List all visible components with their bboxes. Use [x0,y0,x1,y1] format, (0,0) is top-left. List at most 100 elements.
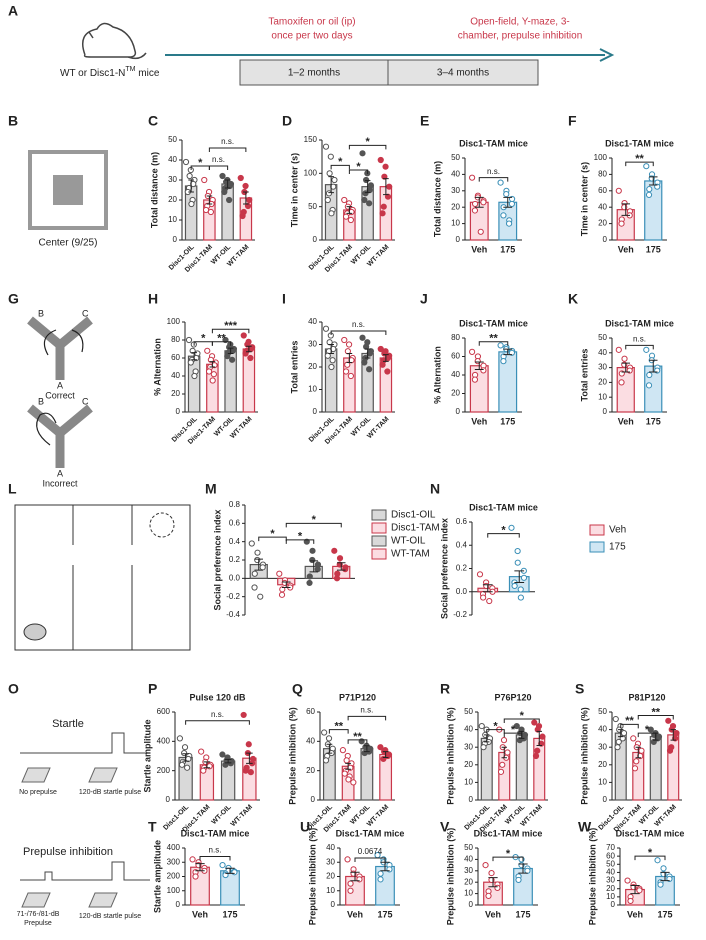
y-tick-label: 10 [606,892,615,901]
x-tick-label: Veh [471,244,487,254]
data-point [377,156,384,164]
error-bar [191,352,197,361]
y-tick-label: 0 [173,235,178,244]
y-axis-label: Prepulse inhibition (%) [579,707,589,805]
significance-bracket [328,729,349,734]
data-point [342,213,350,220]
y-tick-label: 10 [598,778,607,787]
legend-label: WT-TAM [391,549,430,560]
data-point [630,735,637,742]
data-point [329,357,336,364]
y-tick-label: 400 [167,843,181,852]
significance-label: * [201,333,206,345]
y-tick-label: 0 [603,795,608,804]
data-point [251,584,258,591]
significance-bracket [347,715,387,721]
significance-label: n.s. [487,167,500,176]
error-bar [328,344,334,354]
path-arrow [43,329,84,356]
significance-bracket [634,855,666,861]
legend-label: Disc1-TAM [391,523,440,534]
significance-bracket [492,856,524,862]
y-tick-label: 50 [598,333,607,342]
y-tick-label: 0 [176,900,181,909]
data-point [471,200,479,208]
data-point [520,574,528,581]
data-point [615,738,622,746]
data-point [505,220,513,227]
data-point [222,761,229,768]
significance-label: * [645,724,650,736]
error-bar [660,871,670,882]
y-tick-label: 0 [611,900,616,909]
error-bar [363,745,370,753]
panel-letter: S [575,681,584,697]
error-bar [618,729,624,738]
data-point [326,170,333,177]
y-tick-label: 20 [598,760,607,769]
y-tick-label: 200 [167,872,181,881]
significance-bracket [285,539,315,544]
significance-label: * [648,847,653,859]
significance-label: * [501,525,506,537]
data-point [350,779,357,786]
x-tick-label: 175 [657,909,672,919]
significance-bracket [503,718,540,724]
legend-swatch [371,522,387,534]
data-point [366,200,373,207]
data-point [660,865,667,872]
panel-letter: J [420,291,428,307]
significance-bracket [478,341,509,346]
data-point [645,382,653,389]
error-bar [503,196,513,208]
data-point [531,719,538,726]
y-tick-label: 30 [464,866,473,875]
data-point [324,196,331,204]
data-point [384,193,392,200]
data-point [331,176,338,184]
data-point [210,371,217,378]
data-point [485,892,492,899]
data-point [361,196,368,204]
significance-bracket [486,729,505,734]
significance-label: ** [217,333,226,345]
tests-text: Open-field, Y-maze, 3- [470,17,570,28]
data-point [646,186,653,193]
error-bar [382,751,389,758]
significance-label: ** [635,153,644,165]
y-tick-label: 600 [157,707,171,716]
y-tick-label: 10 [168,215,177,224]
y-tick-label: 50 [606,859,615,868]
error-bar [364,180,371,194]
error-bar [326,743,333,754]
y-axis-label: Prepulse inhibition (%) [445,828,455,926]
y-tick-label: 0 [313,235,318,244]
data-point [513,722,520,730]
significance-bracket [354,857,386,862]
maze-arms [27,316,93,380]
arm-label: B [38,396,44,406]
data-point [504,749,511,756]
y-tick-label: 40 [598,202,607,211]
mouse-icon [82,22,147,60]
panel-letter: Q [292,681,303,697]
legend-swatch [371,509,387,521]
data-point [612,715,619,723]
data-point [647,726,654,733]
data-point [219,751,226,758]
significance-label: n.s. [211,710,224,719]
data-point [631,765,639,772]
panel-letter: M [205,481,217,497]
data-point [341,770,348,777]
bar [533,737,546,801]
x-tick-label: 175 [222,909,237,919]
significance-bracket [620,723,639,729]
y-tick-label: 20 [451,202,460,211]
mice-label-sup: TM [125,66,135,73]
y-tick-label: 20 [451,389,460,398]
data-point [654,857,661,864]
x-tick-label: Veh [618,416,634,426]
data-point [229,356,236,363]
y-tick-label: 80 [451,333,460,342]
arm-label: C [82,396,89,406]
